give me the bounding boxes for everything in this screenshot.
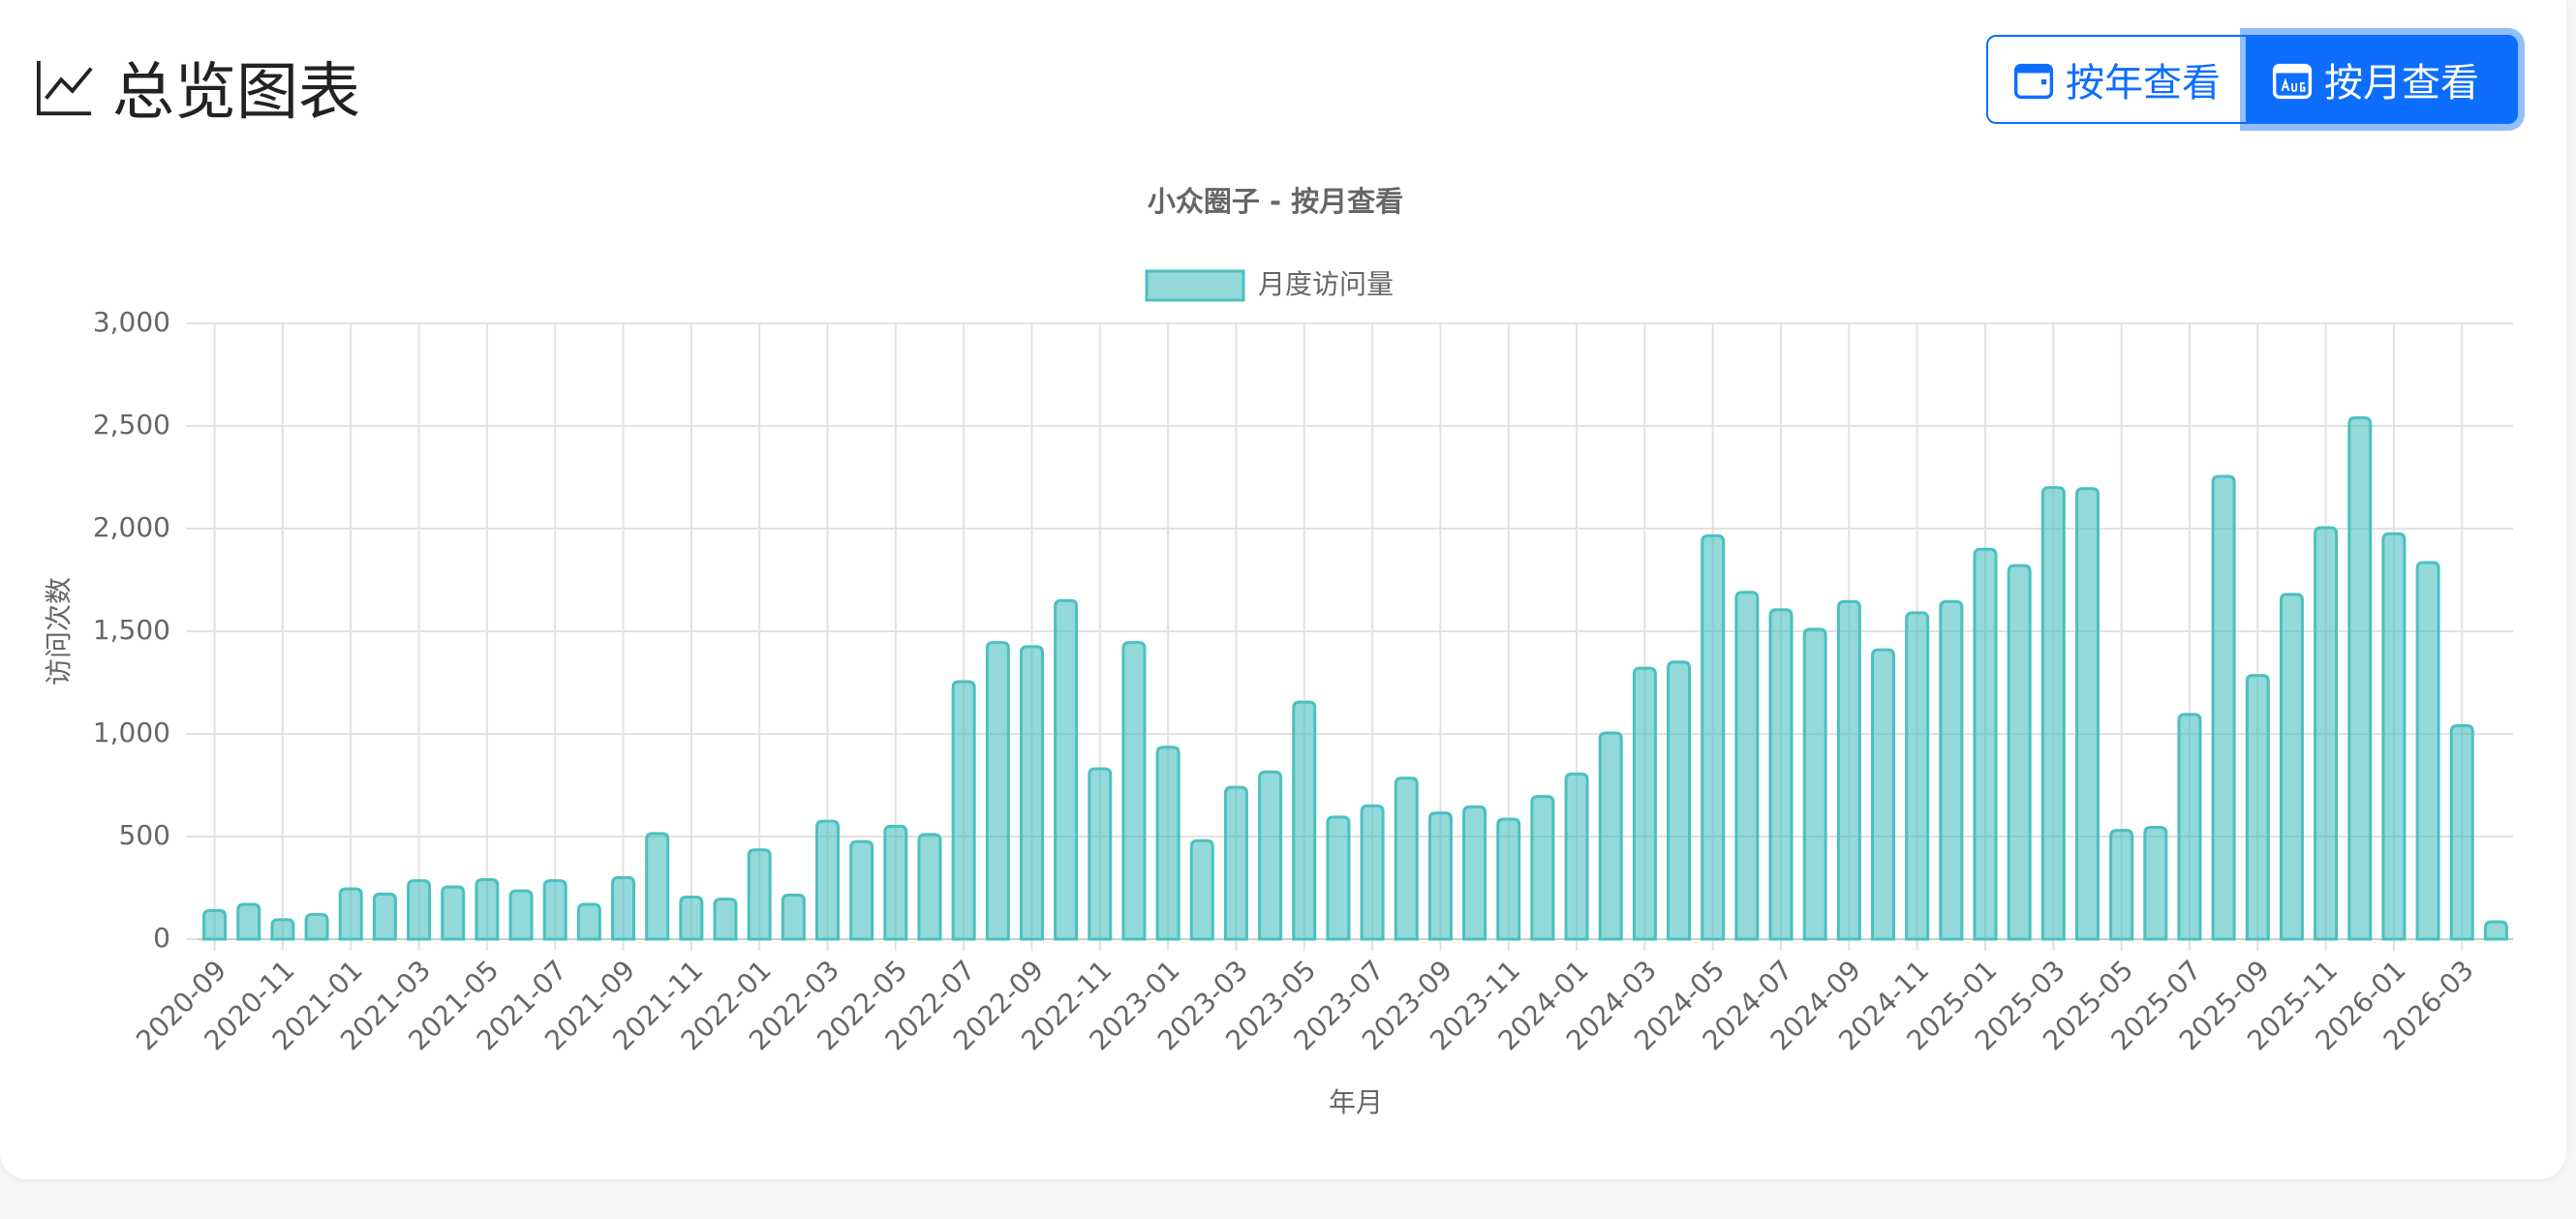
bar [985, 641, 1010, 941]
bar [1223, 785, 1248, 941]
bar [1189, 838, 1214, 941]
bar [1734, 591, 1760, 941]
bar [781, 893, 806, 941]
bar [542, 879, 567, 941]
bar [1701, 533, 1726, 941]
bar [1360, 804, 1385, 941]
bar [1973, 547, 1998, 941]
month-button[interactable]: 按月查看 [2247, 35, 2518, 124]
header: 总览图表 [35, 43, 360, 132]
bar [1326, 815, 1351, 941]
bar [2279, 593, 2304, 941]
bar [1836, 599, 1861, 941]
bar [645, 832, 670, 941]
bar [1802, 627, 1827, 941]
bar [1019, 645, 1044, 941]
bar [2314, 526, 2339, 941]
bar [1632, 666, 1657, 941]
bar [1292, 700, 1317, 941]
bar [679, 896, 704, 941]
bar [1598, 731, 1623, 941]
bar [441, 885, 466, 941]
bar [2347, 416, 2373, 941]
bar [1121, 641, 1147, 941]
y-tick-label: 2,500 [93, 409, 170, 441]
bar [1427, 811, 1453, 941]
button-label: 按年查看 [2066, 61, 2221, 106]
bar [814, 819, 840, 941]
calendar-icon [2013, 63, 2054, 100]
bar [2007, 564, 2032, 941]
bar [1054, 598, 1079, 941]
y-tick-label: 3,000 [93, 306, 170, 338]
bar [1667, 660, 1692, 941]
y-tick-label: 0 [153, 922, 170, 954]
bar [849, 839, 874, 941]
chart: 小众圈子 - 按月查看 年月 访问次数 0 500 1,000 1,500 2,000 2… [43, 185, 2513, 1118]
bar [883, 824, 908, 941]
bar [338, 887, 363, 941]
legend-swatch [1145, 269, 1245, 302]
chart-title: 小众圈子 - 按月查看 [1148, 185, 1403, 218]
bar [202, 908, 228, 941]
bar [1939, 599, 1964, 941]
bar [2381, 532, 2407, 941]
card: 总览图表 按年查看 按月查看 小众圈子 - 按月查看 年月 访问次数 0 500 1… [35, 35, 2518, 1118]
header-title: 总览图表 [112, 57, 360, 129]
bar [2177, 713, 2202, 941]
bar [2211, 474, 2236, 941]
bar [1155, 746, 1181, 941]
bar [2449, 724, 2474, 941]
bar [951, 680, 976, 941]
y-tick-label: 1,000 [93, 716, 170, 748]
bar [2245, 674, 2270, 941]
x-axis-title: 年月 [1329, 1086, 1383, 1118]
bar [2074, 487, 2100, 941]
bar [1394, 777, 1419, 941]
year-button[interactable]: 按年查看 [1986, 35, 2248, 124]
bar [236, 902, 261, 941]
bar [1905, 611, 1930, 941]
chart-icon [36, 60, 93, 116]
bar [611, 875, 636, 941]
bar [713, 898, 738, 941]
bar [1564, 772, 1589, 941]
legend-label: 月度访问量 [1258, 268, 1394, 300]
bar [747, 848, 772, 941]
y-tick-label: 500 [119, 819, 170, 851]
bar [2143, 825, 2168, 941]
y-tick-label: 2,000 [93, 511, 170, 543]
bar [576, 902, 601, 941]
bar [1258, 770, 1283, 941]
button-label: 按月查看 [2324, 61, 2479, 106]
bar [2483, 920, 2508, 941]
bar [1088, 767, 1113, 941]
y-tick-label: 1,500 [93, 614, 170, 646]
bar [1462, 805, 1487, 941]
bar [1768, 608, 1794, 941]
bar [508, 889, 534, 941]
bar [2109, 829, 2134, 941]
bar [372, 892, 397, 941]
bar [304, 913, 329, 941]
bar [475, 878, 500, 941]
calendar-icon [2272, 63, 2313, 100]
bar [1871, 648, 1896, 941]
bar [2040, 486, 2066, 941]
bar [270, 918, 295, 941]
bar [917, 833, 942, 941]
bar [1530, 795, 1555, 941]
y-axis-title: 访问次数 [43, 577, 75, 686]
bar [407, 879, 432, 941]
bar [1496, 817, 1521, 941]
bar [2415, 561, 2440, 941]
